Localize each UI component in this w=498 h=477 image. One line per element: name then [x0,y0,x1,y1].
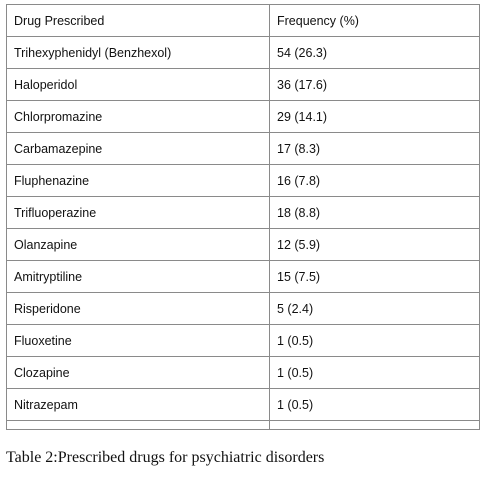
table-cell: 1 (0.5) [269,324,480,357]
table-row: Amitryptiline 15 (7.5) [6,260,480,293]
table-cell: Haloperidol [6,68,270,101]
table-cell: Carbamazepine [6,132,270,165]
table-body: Drug Prescribed Frequency (%) Trihexyphe… [6,4,480,430]
caption: Table 2:Prescribed drugs for psychiatric… [6,449,325,466]
table-row: Clozapine 1 (0.5) [6,356,480,389]
table-row: Trifluoperazine 18 (8.8) [6,196,480,229]
spacer-row [6,420,480,430]
table-row: Risperidone 5 (2.4) [6,292,480,325]
table-cell: 16 (7.8) [269,164,480,197]
table-cell: Trifluoperazine [6,196,270,229]
table-cell: Olanzapine [6,228,270,261]
table-row: Olanzapine 12 (5.9) [6,228,480,261]
table-row: Trihexyphenidyl (Benzhexol) 54 (26.3) [6,36,480,69]
table-row: Carbamazepine 17 (8.3) [6,132,480,165]
table-row: Fluphenazine 16 (7.8) [6,164,480,197]
table-row: Fluoxetine 1 (0.5) [6,324,480,357]
table-cell: 12 (5.9) [269,228,480,261]
table-cell: 5 (2.4) [269,292,480,325]
table-cell: 18 (8.8) [269,196,480,229]
table-cell: 36 (17.6) [269,68,480,101]
table-cell: 17 (8.3) [269,132,480,165]
table-row: Nitrazepam 1 (0.5) [6,388,480,421]
table-cell: 29 (14.1) [269,100,480,133]
table-cell: 1 (0.5) [269,356,480,389]
header-cell: Drug Prescribed [6,4,270,37]
table-cell: Trihexyphenidyl (Benzhexol) [6,36,270,69]
table-cell: Clozapine [6,356,270,389]
table-cell: 15 (7.5) [269,260,480,293]
empty-cell [6,420,270,430]
table-cell: Chlorpromazine [6,100,270,133]
drug-table: Drug Prescribed Frequency (%) Trihexyphe… [6,4,480,430]
table-cell: Fluoxetine [6,324,270,357]
table-cell: Amitryptiline [6,260,270,293]
empty-cell [269,420,480,430]
table-cell: Fluphenazine [6,164,270,197]
table-row: Haloperidol 36 (17.6) [6,68,480,101]
header-cell: Frequency (%) [269,4,480,37]
table-cell: 1 (0.5) [269,388,480,421]
table-row: Chlorpromazine 29 (14.1) [6,100,480,133]
table-cell: Risperidone [6,292,270,325]
table-cell: 54 (26.3) [269,36,480,69]
table-cell: Nitrazepam [6,388,270,421]
header-row: Drug Prescribed Frequency (%) [6,4,480,37]
